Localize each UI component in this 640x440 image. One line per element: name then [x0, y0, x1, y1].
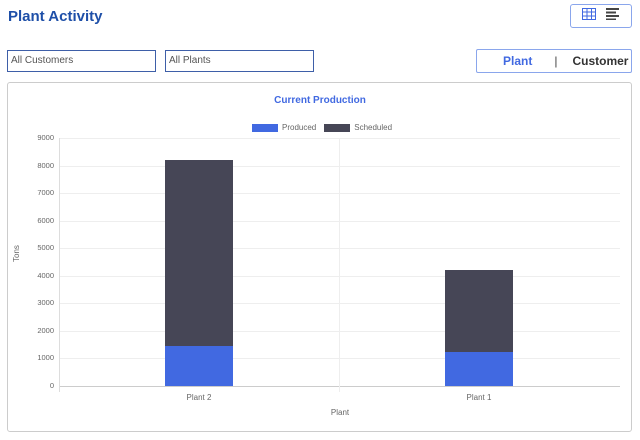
y-tick-label: 6000	[37, 215, 54, 225]
y-tick-label: 4000	[37, 270, 54, 280]
gridline	[60, 193, 620, 195]
gridline	[60, 303, 620, 305]
list-icon[interactable]	[606, 7, 620, 25]
y-tick-label: 3000	[37, 298, 54, 308]
page-title: Plant Activity	[8, 8, 103, 25]
y-tick-label: 9000	[37, 133, 54, 142]
customer-filter[interactable]: All Customers	[7, 50, 156, 72]
y-tick-label: 5000	[37, 243, 54, 253]
chart-title: Current Production	[274, 95, 366, 106]
gridline	[60, 220, 620, 222]
chart-legend: Produced Scheduled	[252, 123, 392, 132]
separator: |	[554, 54, 558, 68]
chart-card	[7, 82, 632, 432]
y-tick-label: 0	[49, 381, 54, 390]
gridline	[60, 358, 620, 360]
gridline	[60, 275, 620, 277]
gridline	[60, 165, 620, 167]
gridline	[339, 138, 340, 392]
gridline	[60, 386, 620, 387]
plant-filter[interactable]: All Plants	[165, 50, 314, 72]
gridline	[60, 248, 620, 250]
view-toggle	[570, 4, 632, 28]
legend-produced[interactable]: Produced	[282, 123, 317, 132]
x-tick-label: Plant 1	[466, 393, 492, 402]
y-tick-label: 1000	[37, 353, 54, 363]
x-axis-label: Plant	[330, 408, 350, 417]
legend-swatch-scheduled	[324, 123, 351, 132]
bar-scheduled[interactable]	[445, 270, 513, 352]
grid-icon[interactable]	[582, 7, 596, 25]
bar-scheduled[interactable]	[165, 160, 233, 347]
gridline	[60, 138, 620, 139]
group-by-plant[interactable]: Plant	[503, 54, 533, 68]
gridline	[60, 330, 620, 332]
y-tick-label: 7000	[37, 188, 54, 198]
x-tick-label: Plant 2	[186, 393, 212, 402]
legend-swatch-produced	[252, 123, 278, 132]
y-tick-label: 8000	[37, 160, 54, 170]
legend-scheduled[interactable]: Scheduled	[354, 123, 393, 132]
y-tick-label: 2000	[37, 325, 54, 335]
bar-produced[interactable]	[445, 351, 513, 386]
y-axis	[59, 138, 60, 392]
group-by-toggle: Plant | Customer	[476, 49, 632, 73]
group-by-customer[interactable]: Customer	[572, 54, 629, 68]
bar-produced[interactable]	[165, 346, 233, 386]
